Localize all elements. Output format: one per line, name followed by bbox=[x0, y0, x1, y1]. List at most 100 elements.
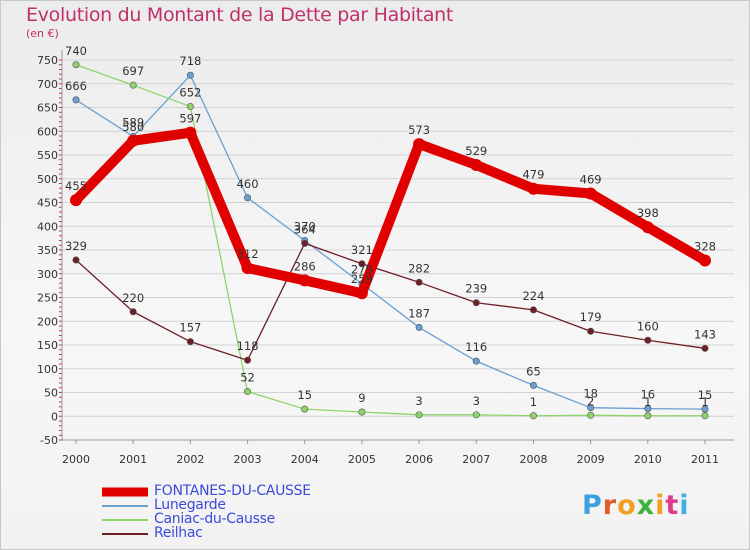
data-point bbox=[701, 344, 709, 352]
data-point bbox=[241, 262, 254, 275]
data-label: 282 bbox=[408, 261, 430, 275]
data-point bbox=[415, 411, 423, 419]
data-point bbox=[186, 338, 194, 346]
x-tick-label: 2006 bbox=[405, 453, 433, 466]
data-point bbox=[472, 411, 480, 419]
data-point bbox=[186, 103, 194, 111]
x-tick-label: 2010 bbox=[634, 453, 662, 466]
data-point bbox=[72, 61, 80, 69]
data-point bbox=[355, 287, 368, 300]
data-label: 398 bbox=[637, 206, 659, 220]
data-point bbox=[415, 278, 423, 286]
proxiti-logo: Proxiti bbox=[582, 490, 690, 521]
data-point bbox=[184, 126, 197, 139]
data-point bbox=[587, 327, 595, 335]
x-tick-label: 2009 bbox=[577, 453, 605, 466]
data-point bbox=[129, 308, 137, 316]
data-label: 157 bbox=[179, 321, 201, 335]
data-label: 2 bbox=[587, 394, 594, 408]
y-tick-label: 650 bbox=[37, 102, 58, 115]
legend-item-label: FONTANES-DU-CAUSSE bbox=[154, 483, 311, 499]
y-tick-label: 450 bbox=[37, 197, 58, 210]
data-label: 18 bbox=[583, 387, 598, 401]
data-label: 224 bbox=[522, 289, 544, 303]
data-label: 580 bbox=[122, 120, 144, 134]
legend-item-label: Reilhac bbox=[154, 525, 203, 541]
y-tick-label: 350 bbox=[37, 244, 58, 257]
data-label: 697 bbox=[122, 64, 144, 78]
y-tick-label: 150 bbox=[37, 339, 58, 352]
data-point bbox=[529, 412, 537, 420]
y-tick-label: 50 bbox=[44, 387, 58, 400]
y-tick-label: 750 bbox=[37, 54, 58, 67]
data-point bbox=[127, 134, 140, 147]
data-point bbox=[472, 357, 480, 365]
y-tick-label: 400 bbox=[37, 220, 58, 233]
y-tick-label: 500 bbox=[37, 173, 58, 186]
y-tick-label: 550 bbox=[37, 149, 58, 162]
data-label: 666 bbox=[65, 79, 87, 93]
data-point bbox=[641, 221, 654, 234]
y-tick-label: 100 bbox=[37, 363, 58, 376]
data-point bbox=[584, 187, 597, 200]
data-label: 118 bbox=[237, 339, 259, 353]
data-label: 718 bbox=[179, 54, 201, 68]
legend-item-label: Lunegarde bbox=[154, 497, 226, 513]
series-line-2 bbox=[75, 64, 706, 417]
data-label: 740 bbox=[65, 44, 87, 58]
data-point bbox=[72, 256, 80, 264]
y-tick-label: 300 bbox=[37, 268, 58, 281]
data-label: 1 bbox=[530, 395, 537, 409]
data-point bbox=[298, 274, 311, 287]
data-point bbox=[413, 138, 426, 151]
data-label: 370 bbox=[294, 220, 316, 234]
data-label: 1 bbox=[644, 395, 651, 409]
data-label: 328 bbox=[694, 239, 716, 253]
data-label: 469 bbox=[580, 172, 602, 186]
data-point bbox=[644, 336, 652, 344]
data-label: 9 bbox=[358, 391, 365, 405]
data-point bbox=[701, 412, 709, 420]
x-tick-label: 2004 bbox=[291, 453, 319, 466]
data-point bbox=[129, 81, 137, 89]
data-label: 364 bbox=[294, 222, 316, 236]
data-label: 15 bbox=[698, 388, 713, 402]
data-label: 179 bbox=[580, 310, 602, 324]
data-label: 652 bbox=[179, 86, 201, 100]
data-label: 220 bbox=[122, 291, 144, 305]
data-point bbox=[72, 96, 80, 104]
data-point bbox=[358, 260, 366, 268]
y-tick-label: 0 bbox=[51, 410, 58, 423]
series-line-0 bbox=[71, 127, 710, 299]
y-tick-label: 600 bbox=[37, 125, 58, 138]
data-label: 3 bbox=[415, 394, 422, 408]
data-label: 259 bbox=[351, 272, 373, 286]
data-label: 3 bbox=[473, 394, 480, 408]
data-point bbox=[470, 158, 483, 171]
chart-title: Evolution du Montant de la Dette par Hab… bbox=[26, 4, 454, 26]
logo-letter: i bbox=[655, 490, 666, 521]
data-label: 15 bbox=[297, 388, 312, 402]
data-point bbox=[587, 404, 595, 412]
data-label: 143 bbox=[694, 327, 716, 341]
data-label: 16 bbox=[640, 388, 655, 402]
data-label: 286 bbox=[294, 259, 316, 273]
data-point bbox=[699, 254, 711, 267]
data-label: 573 bbox=[408, 123, 430, 137]
data-point bbox=[587, 411, 595, 419]
data-label: 312 bbox=[237, 247, 259, 261]
data-label: 589 bbox=[122, 115, 144, 129]
data-label: 279 bbox=[351, 263, 373, 277]
data-point bbox=[527, 182, 540, 195]
data-point bbox=[644, 405, 652, 413]
data-label: 321 bbox=[351, 243, 373, 257]
chart-unit: (en €) bbox=[26, 27, 59, 40]
data-label: 460 bbox=[237, 177, 259, 191]
data-point bbox=[301, 239, 309, 247]
logo-letter: o bbox=[617, 490, 637, 521]
x-tick-label: 2005 bbox=[348, 453, 376, 466]
data-point bbox=[244, 388, 252, 396]
data-label: 160 bbox=[637, 319, 659, 333]
data-label: 597 bbox=[179, 112, 201, 126]
logo-letter: P bbox=[582, 490, 603, 521]
